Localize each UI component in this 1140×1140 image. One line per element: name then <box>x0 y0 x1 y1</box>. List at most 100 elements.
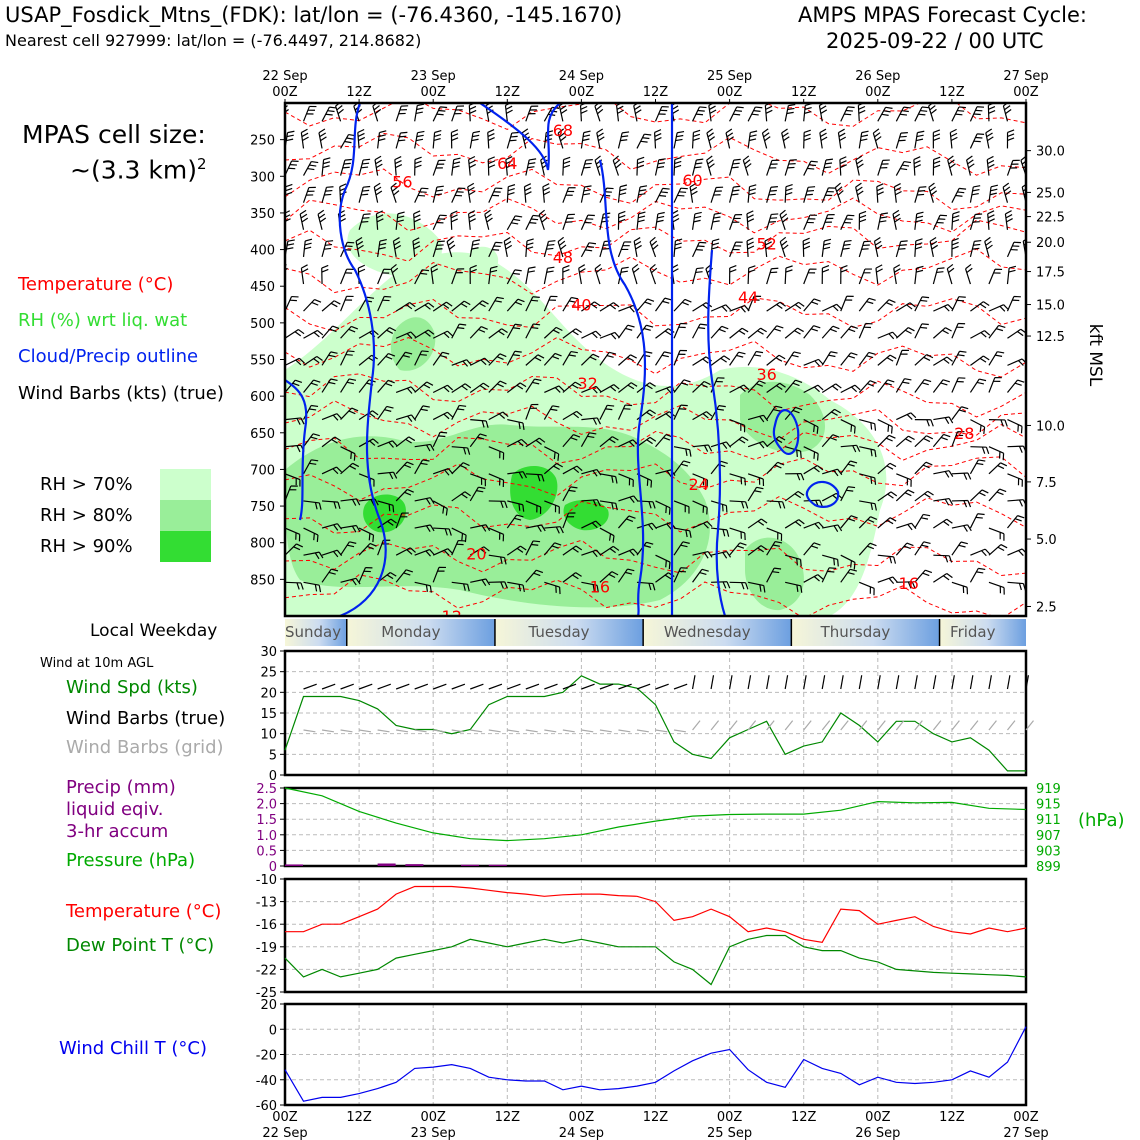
wind-barb-flag <box>304 246 312 250</box>
wind-barb-flag <box>520 545 527 551</box>
wind-barb-staff <box>988 351 998 366</box>
wind-barb-flag <box>944 417 950 424</box>
wind-barb-flag <box>933 160 941 165</box>
wind-barb-staff <box>932 268 939 285</box>
wind-barb <box>785 473 805 481</box>
wind-barb-flag <box>915 238 923 242</box>
wind-barb-flag <box>834 182 842 189</box>
wind-barb <box>1007 328 1026 339</box>
wind-barb-staff <box>988 377 996 393</box>
wind-barb-flag <box>1036 494 1042 498</box>
wind-barb <box>504 103 513 122</box>
wind-barb-flag <box>313 533 315 541</box>
wind-barb <box>654 211 665 230</box>
wind-barb-flag <box>378 246 386 250</box>
wind-barb-flag <box>689 530 692 538</box>
y-tick-label: 15 <box>260 707 277 722</box>
wind-barb-staff <box>358 543 371 556</box>
wind-barb-flag <box>575 328 582 334</box>
pressure-tick-label: 850 <box>250 573 275 588</box>
wind-barb-staff <box>581 301 595 312</box>
wind-barb <box>710 304 732 312</box>
wind-barb-staff <box>1007 473 1023 481</box>
wind-barb <box>933 416 954 424</box>
time-hour-label-bottom: 12Z <box>495 1110 521 1125</box>
wind-barb-flag <box>531 543 539 546</box>
wind-barb-staff <box>377 440 393 448</box>
wind-barb-flag <box>727 136 734 142</box>
wind-barb-flag <box>618 214 626 219</box>
wind-barb <box>895 240 908 258</box>
wind-barb <box>969 133 985 149</box>
wind-barb-flag <box>772 571 780 574</box>
wind-barb-flag <box>490 269 498 273</box>
wind-barb <box>581 330 602 339</box>
wind-barb <box>451 383 472 393</box>
wind-barb-true <box>581 683 595 690</box>
wind-barb-flag <box>797 490 805 496</box>
wind-barb <box>725 128 734 149</box>
wind-barb-flag <box>888 434 896 439</box>
wind-barb-staff <box>970 489 983 502</box>
wind-barb-flag <box>1018 446 1023 453</box>
wind-barb-flag <box>840 269 848 273</box>
wind-barb-flag <box>464 383 472 389</box>
wind-barb-flag <box>387 520 394 526</box>
wind-barb <box>543 295 558 312</box>
wind-barb <box>988 544 1008 556</box>
wind-barb-flag <box>741 436 749 442</box>
wind-barb <box>710 355 731 366</box>
wind-barb <box>377 379 395 393</box>
wind-barb-staff <box>321 187 328 203</box>
wind-barb-flag <box>396 219 404 223</box>
wind-barb <box>390 263 399 285</box>
legend-rh70-swatch <box>160 469 211 500</box>
wind-barb-staff <box>321 325 333 339</box>
wind-barb-flag <box>587 245 595 248</box>
wind-barb-flag <box>718 328 726 333</box>
wind-barb-flag <box>597 132 604 138</box>
wind-barb-flag <box>462 360 469 367</box>
wind-barb-flag <box>920 109 928 112</box>
wind-barb-flag <box>496 296 504 300</box>
wind-barb-flag <box>930 190 938 196</box>
wind-barb-staff <box>729 542 741 556</box>
wind-barb-staff <box>506 382 521 393</box>
wind-barb-flag <box>469 218 476 223</box>
wind-barb-flag <box>328 571 336 575</box>
wind-barb <box>748 581 766 593</box>
y-tick-label: -10 <box>256 873 277 888</box>
wind-barb-flag <box>553 465 560 471</box>
wind-barb-flag <box>746 237 754 242</box>
wind-barb-flag <box>630 382 638 387</box>
wind-barb-flag <box>866 355 874 359</box>
wind-barb-flag <box>706 521 713 528</box>
wind-barb-flag <box>738 351 746 355</box>
weekday-label: Monday <box>381 623 440 641</box>
wind-barb-flag <box>515 215 523 218</box>
wind-barb-flag <box>915 246 923 250</box>
wind-barb-flag <box>926 419 930 427</box>
wind-barb-flag <box>803 137 811 142</box>
wind-barb-flag <box>316 355 323 361</box>
wind-barb <box>506 131 519 149</box>
weekday-label: Friday <box>950 623 996 641</box>
wind-barb-flag <box>708 163 715 169</box>
wind-barb <box>377 268 391 285</box>
legend-rh80-swatch <box>160 500 211 531</box>
wind-barb-flag <box>918 190 926 192</box>
wind-barb-staff <box>395 461 408 475</box>
wind-barb-flag <box>321 268 329 273</box>
wind-barb-staff <box>951 350 961 366</box>
wind-barb-flag <box>464 535 467 543</box>
wind-barb-flag <box>764 237 772 242</box>
wind-barb-staff <box>506 350 516 366</box>
wind-barb-staff <box>692 500 708 509</box>
wind-barb-flag <box>643 327 651 331</box>
wind-barb-flag <box>592 550 598 558</box>
wind-barb-flag <box>348 410 356 415</box>
wind-barb <box>636 185 648 203</box>
wind-barb-flag <box>472 130 480 134</box>
wind-barb-flag <box>782 132 789 138</box>
wind-barb-staff <box>964 268 971 285</box>
